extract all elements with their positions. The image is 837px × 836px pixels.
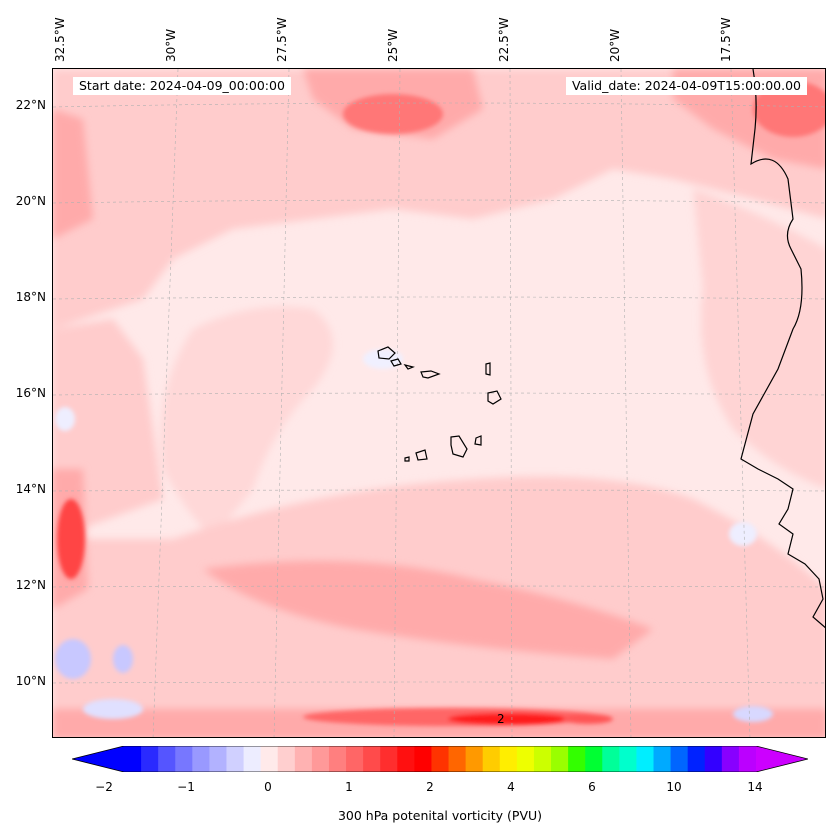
colorbar-segment — [602, 746, 620, 772]
colorbar-segment — [568, 746, 586, 772]
latitude-label: 16°N — [15, 386, 46, 400]
cape-verde-santiago — [450, 435, 468, 458]
colorbar-tick-label: 14 — [747, 780, 763, 794]
colorbar-segment — [499, 746, 518, 772]
longitude-label: 17.5°W — [719, 17, 733, 62]
latitude-label: 20°N — [15, 194, 46, 208]
colorbar-tick-label: 0 — [264, 780, 272, 794]
longitude-label: 22.5°W — [497, 17, 511, 62]
colorbar-segment — [209, 746, 227, 772]
colorbar-segment — [311, 746, 330, 772]
colorbar-segment — [175, 746, 193, 772]
longitude-label: 25°W — [386, 28, 400, 62]
colorbar — [72, 746, 808, 772]
colorbar-segment — [397, 746, 415, 772]
colorbar-tick-label: 4 — [507, 780, 515, 794]
colorbar-segment — [141, 746, 159, 772]
colorbar-tick-label: 1 — [345, 780, 353, 794]
colorbar-title: 300 hPa potenital vorticity (PVU) — [337, 808, 543, 823]
colorbar-segment — [243, 746, 262, 772]
latitude-label: 18°N — [15, 290, 46, 304]
cape-verde-santa-luzia — [420, 370, 441, 379]
colorbar-segment — [431, 746, 450, 772]
colorbar-segment — [277, 746, 296, 772]
pv-region-north-band — [53, 69, 825, 329]
colorbar-segment — [533, 746, 552, 772]
longitude-label: 27.5°W — [275, 17, 289, 62]
colorbar-tick-label: 10 — [666, 780, 682, 794]
longitude-label: 30°W — [164, 28, 178, 62]
neg-patch-6 — [55, 407, 75, 431]
pv-region-nw — [53, 109, 93, 239]
neg-patch-4 — [733, 706, 773, 722]
pv-max-northeast — [753, 81, 825, 137]
colorbar-segment — [670, 746, 689, 772]
latitude-label: 12°N — [15, 578, 46, 592]
colorbar-segment — [294, 746, 313, 772]
cape-verde-sal — [485, 362, 491, 376]
colorbar-segment — [192, 746, 210, 772]
pv-contour-strong — [57, 81, 825, 726]
neg-patch-3 — [83, 699, 143, 719]
cape-verde-santo-antao — [377, 346, 396, 360]
colorbar-segment — [226, 746, 245, 772]
pv-max-south-core — [448, 713, 568, 725]
colorbar-tick-label: −1 — [177, 780, 195, 794]
africa-coastline — [740, 69, 825, 629]
colorbar-segment — [260, 746, 279, 772]
contour-label: 2 — [497, 712, 505, 726]
colorbar-tick-label: 2 — [426, 780, 434, 794]
colorbar-extend-high — [756, 746, 808, 772]
start-date-label: Start date: 2024-04-09_00:00:00 — [73, 77, 291, 95]
colorbar-segment — [414, 746, 432, 772]
latitude-label: 14°N — [15, 482, 46, 496]
colorbar-segment — [619, 746, 637, 772]
pv-max-west — [57, 499, 85, 579]
colorbar-segment — [363, 746, 381, 772]
colorbar-segment — [721, 746, 740, 772]
colorbar-segment — [653, 746, 672, 772]
cape-verde-sao-nicolau — [403, 364, 415, 370]
colorbar-segment — [704, 746, 723, 772]
cape-verde-sao-vicente — [390, 358, 402, 367]
cape-verde-maio — [474, 435, 482, 446]
colorbar-segment — [465, 746, 484, 772]
pv-region-south-core — [203, 561, 653, 659]
latitude-label: 22°N — [15, 98, 46, 112]
colorbar-segment — [158, 746, 176, 772]
colorbar-segment — [124, 746, 142, 772]
neg-patch-1 — [55, 639, 91, 679]
colorbar-tick-label: −2 — [95, 780, 113, 794]
cape-verde-boa-vista — [487, 390, 502, 405]
pv-region-central-ring — [161, 306, 333, 539]
map-panel: 2 Start date: 2024-04-09_00:00:00 Valid_… — [52, 68, 826, 738]
coastline — [377, 69, 825, 629]
colorbar-segment — [636, 746, 655, 772]
colorbar-segment — [516, 746, 535, 772]
pv-max-north — [343, 94, 443, 134]
pv-field-map: 2 — [53, 69, 825, 737]
neg-patch-5 — [729, 522, 757, 546]
cape-verde-fogo — [415, 449, 428, 461]
colorbar-segment — [380, 746, 398, 772]
colorbar-segment — [585, 746, 603, 772]
colorbar-segment — [687, 746, 706, 772]
colorbar-segment — [551, 746, 569, 772]
colorbar-extend-low — [72, 746, 124, 772]
colorbar-segment — [738, 746, 757, 772]
pv-max-south-east — [563, 714, 613, 724]
longitude-label: 20°W — [608, 28, 622, 62]
colorbar-tick-label: 6 — [588, 780, 596, 794]
gridlines — [53, 69, 825, 737]
colorbar-segment — [482, 746, 501, 772]
cape-verde-brava — [404, 456, 410, 462]
longitude-label: 32.5°W — [53, 17, 67, 62]
latitude-label: 10°N — [15, 674, 46, 688]
pv-region-east-band — [693, 189, 825, 489]
valid-date-label: Valid_date: 2024-04-09T15:00:00.00 — [565, 77, 807, 95]
colorbar-segment — [346, 746, 364, 772]
colorbar-segment — [328, 746, 347, 772]
colorbar-segment — [448, 746, 467, 772]
neg-patch-2 — [113, 645, 133, 673]
